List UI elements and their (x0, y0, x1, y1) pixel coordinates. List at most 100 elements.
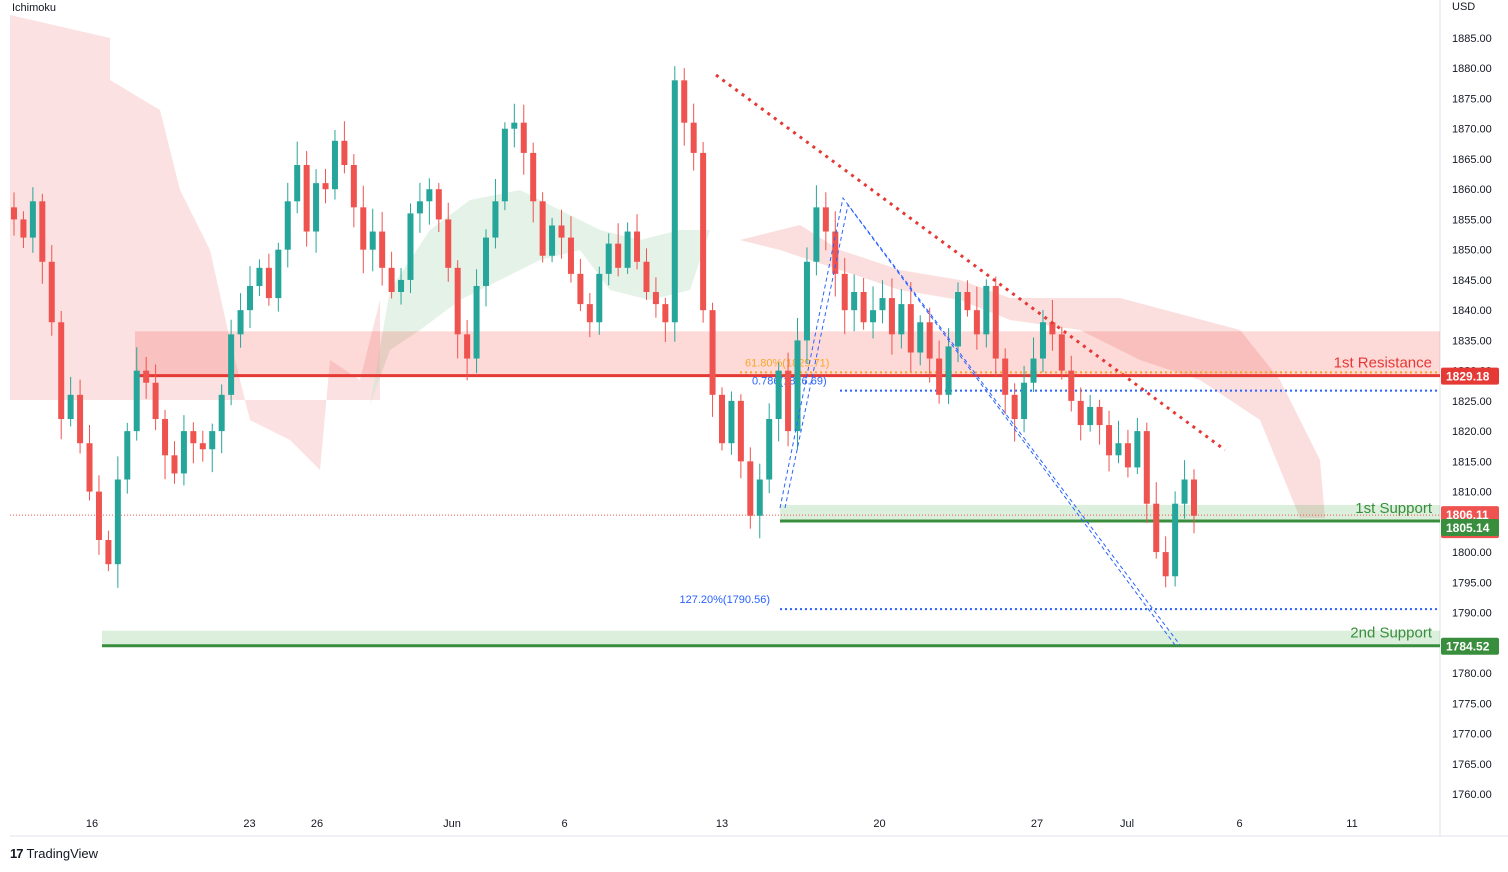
candle-body (1096, 406, 1103, 426)
candle-body (331, 140, 338, 190)
trend-lines (715, 73, 1226, 646)
candle-body (454, 267, 461, 335)
candle-body (926, 322, 933, 359)
candle (313, 169, 320, 253)
candle (407, 203, 414, 294)
y-tick-label: 1780.00 (1452, 668, 1492, 680)
candle (652, 277, 659, 318)
x-tick-label: 16 (86, 818, 98, 830)
candle (520, 104, 527, 175)
candle-body (775, 370, 782, 420)
candle-body (303, 165, 310, 232)
candle (700, 142, 707, 323)
candle (124, 422, 131, 494)
candle-body (756, 479, 763, 516)
candle (992, 276, 999, 377)
candle-body (1030, 358, 1037, 383)
candle (766, 403, 773, 494)
candle (841, 257, 848, 335)
candle-body (256, 267, 263, 286)
candle (350, 154, 357, 228)
candle-body (605, 243, 612, 274)
candle (1077, 387, 1084, 441)
candle-body (435, 189, 442, 220)
candle (86, 424, 93, 501)
candle-body (190, 431, 197, 444)
candle-body (851, 292, 858, 311)
candle-body (501, 128, 508, 202)
price-axis-badge: 1784.52 (1441, 637, 1499, 655)
candle-body (671, 80, 678, 323)
candle (379, 211, 386, 286)
candle (398, 267, 405, 305)
candle (832, 211, 839, 297)
fib-extension-path-a (779, 196, 1181, 646)
candle-body (445, 219, 452, 268)
x-tick-label: 13 (716, 818, 728, 830)
y-tick-label: 1880.00 (1452, 63, 1492, 75)
y-tick-label: 1865.00 (1452, 154, 1492, 166)
candle-body (426, 189, 433, 202)
candle-body (822, 207, 829, 232)
candle-body (416, 201, 423, 214)
candle-body (794, 340, 801, 432)
y-tick-label: 1810.00 (1452, 487, 1492, 499)
candle-body (898, 304, 905, 335)
y-tick-label: 1770.00 (1452, 729, 1492, 741)
candle-body (643, 261, 650, 293)
y-tick-label: 1845.00 (1452, 275, 1492, 287)
candle (171, 441, 178, 484)
resistance-zone (135, 331, 1440, 376)
candle (256, 259, 263, 297)
indicator-name[interactable]: Ichimoku (12, 2, 57, 14)
candle-body (294, 165, 301, 202)
candle-body (917, 322, 924, 353)
candle-body (964, 292, 971, 311)
candle-body (860, 292, 867, 323)
candle (331, 129, 338, 200)
candle-body (1002, 358, 1009, 395)
candle (586, 292, 593, 338)
candle (48, 245, 55, 336)
candle-body (86, 443, 93, 492)
y-tick-label: 1855.00 (1452, 214, 1492, 226)
price-badge-value: 1805.14 (1446, 521, 1490, 535)
y-tick-label: 1850.00 (1452, 245, 1492, 257)
candle (228, 319, 235, 406)
candle (634, 214, 641, 270)
candle-body (133, 370, 140, 432)
candle-body (20, 219, 27, 238)
candle-body (67, 394, 74, 420)
candle (1058, 326, 1065, 380)
tradingview-logo[interactable]: 17 TradingView (10, 846, 98, 861)
candle (284, 182, 291, 268)
candle-body (973, 310, 980, 335)
candle (58, 311, 65, 440)
candle-body (813, 207, 820, 262)
candle-body (360, 207, 367, 250)
candle (577, 258, 584, 312)
candle-body (1077, 400, 1084, 426)
candle (813, 185, 820, 276)
candle-body (1039, 322, 1046, 359)
candle-body (483, 237, 489, 286)
candle (1143, 422, 1150, 523)
candle-body (464, 334, 471, 359)
candle (898, 288, 905, 349)
candle-body (549, 225, 556, 256)
candle (1011, 383, 1018, 442)
candle-body (1143, 431, 1150, 504)
candle-body (350, 165, 357, 208)
candle (1153, 482, 1160, 559)
x-tick-label: 11 (1346, 818, 1357, 830)
support-2-zone (102, 630, 1440, 646)
support-resistance-levels: 1st Resistance 1st Support 2nd Support (102, 331, 1440, 648)
candle (567, 216, 574, 283)
candle-body (936, 358, 943, 395)
brand-name: TradingView (26, 846, 99, 861)
candle-body (737, 400, 744, 462)
candle (870, 286, 877, 339)
candle (719, 387, 725, 451)
